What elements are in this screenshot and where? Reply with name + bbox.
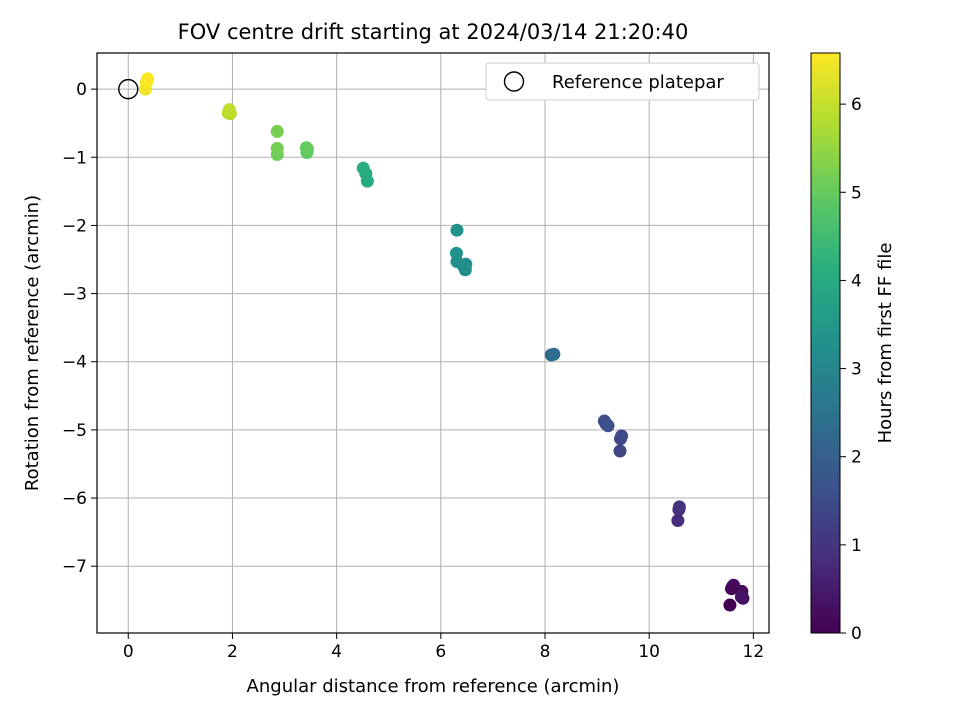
y-tick-label: −4 (62, 353, 87, 373)
y-tick-label: −6 (62, 489, 87, 509)
colorbar-label: Hours from first FF file (875, 243, 896, 444)
data-point (671, 514, 685, 528)
data-point (672, 500, 686, 514)
data-point (299, 141, 313, 155)
data-point (601, 419, 615, 433)
plot-frame (96, 52, 770, 634)
x-tick-label: 2 (227, 642, 238, 662)
data-point (141, 72, 155, 86)
data-point (615, 429, 629, 443)
colorbar-tick-label: 6 (851, 95, 862, 115)
data-point (356, 161, 370, 175)
y-tick-label: −1 (62, 148, 87, 168)
colorbar-tick-label: 3 (851, 360, 862, 380)
y-tick-label: −2 (62, 216, 87, 236)
data-point (449, 246, 463, 260)
colorbar-tick-label: 2 (851, 448, 862, 468)
x-tick-label: 8 (540, 642, 551, 662)
chart-title: FOV centre drift starting at 2024/03/14 … (178, 20, 689, 44)
data-point (270, 141, 284, 155)
y-tick-label: 0 (76, 80, 87, 100)
data-point (450, 223, 464, 237)
data-point (270, 124, 284, 138)
y-tick-label: −3 (62, 285, 87, 305)
plot-background (97, 53, 769, 633)
data-point (613, 444, 627, 458)
y-axis-ticks: 0 −1 −2 −3 −4 −5 −6 −7 (62, 80, 97, 577)
colorbar-tick-label: 5 (851, 183, 862, 203)
colorbar-ticks: 0 1 2 3 4 5 6 (840, 95, 862, 644)
data-point (547, 347, 561, 361)
legend-marker-icon (503, 71, 525, 92)
x-tick-label: 0 (123, 642, 134, 662)
colorbar-gradient (810, 52, 841, 634)
colorbar-tick-label: 1 (851, 536, 862, 556)
x-axis-ticks: 0 2 4 6 8 10 12 (123, 633, 764, 662)
y-axis-label: Rotation from reference (arcmin) (22, 195, 43, 491)
colorbar-tick-label: 4 (851, 271, 862, 291)
x-tick-label: 12 (743, 642, 765, 662)
x-tick-label: 4 (331, 642, 342, 662)
y-tick-label: −7 (62, 557, 87, 577)
legend: Reference platepar (485, 62, 760, 101)
grid-lines (97, 53, 769, 633)
legend-label: Reference platepar (552, 72, 724, 93)
x-tick-label: 6 (435, 642, 446, 662)
x-tick-label: 10 (638, 642, 660, 662)
reference-marker (118, 78, 139, 100)
data-point (222, 103, 236, 117)
x-axis-label: Angular distance from reference (arcmin) (247, 676, 620, 697)
data-point (723, 598, 737, 612)
legend-box (485, 62, 760, 101)
colorbar: 0 1 2 3 4 5 6 Hours from first FF file (810, 52, 896, 644)
colorbar-tick-label: 0 (851, 624, 862, 644)
y-tick-label: −5 (62, 421, 87, 441)
data-point (734, 590, 748, 604)
data-points (138, 72, 750, 612)
